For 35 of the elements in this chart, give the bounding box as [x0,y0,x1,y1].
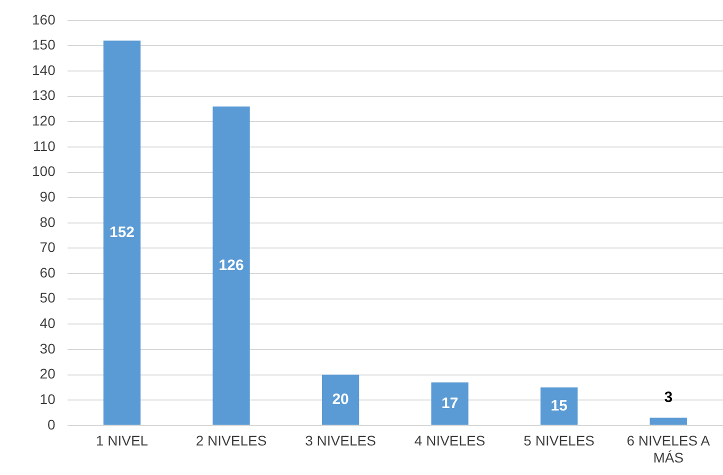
data-label: 152 [109,224,135,241]
y-tick-label: 120 [32,112,56,129]
bar [322,374,360,425]
bar [212,106,250,425]
bar [650,418,687,425]
y-tick-label: 50 [40,290,56,306]
x-tick-label: 5 NIVELES [524,432,595,449]
data-label: 126 [218,256,244,274]
x-tick-label: 4 NIVELES [414,432,486,449]
data-label: 20 [332,390,349,408]
bar [431,382,468,425]
y-tick-label: 10 [40,390,56,407]
y-tick-label: 60 [40,264,56,280]
y-tick-label: 80 [40,214,56,230]
data-label: 17 [441,394,458,412]
bar [540,387,578,425]
y-tick-label: 140 [32,62,56,78]
y-tick-label: 100 [32,163,56,180]
y-tick-label: 160 [32,11,56,28]
bar [103,40,141,425]
x-tick-label: 3 NIVELES [305,432,376,449]
y-tick-label: 150 [32,36,56,53]
y-tick-label: 30 [40,340,56,356]
y-tick-label: 110 [33,138,56,154]
y-tick-label: 70 [40,239,56,256]
data-label: 15 [550,397,568,414]
y-tick-label: 0 [48,416,56,432]
x-tick-label: 2 NIVELES [196,432,267,449]
x-tick-label: 1 NIVEL [96,432,148,449]
y-tick-label: 20 [40,366,56,382]
y-tick-label: 130 [32,87,56,104]
y-tick-label: 40 [40,315,56,332]
x-tick-label: 6 NIVELES A MÁS [626,432,711,466]
y-tick-label: 90 [40,188,56,204]
data-label: 3 [664,389,673,406]
